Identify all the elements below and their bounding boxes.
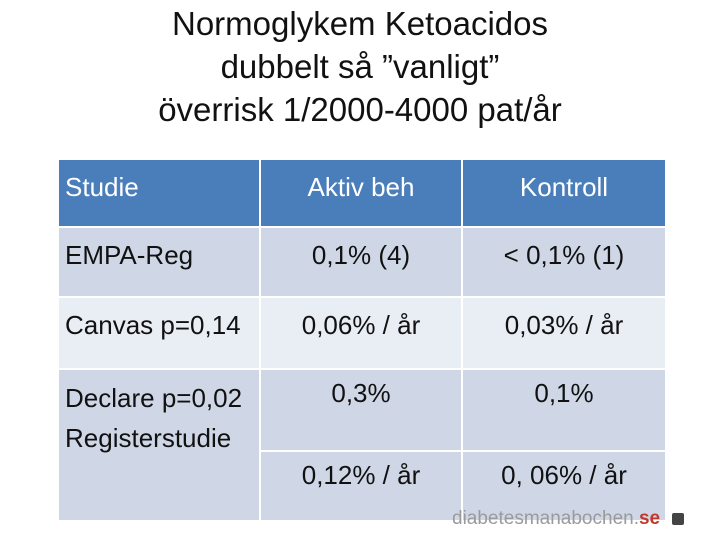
table-header-row: Studie Aktiv beh Kontroll xyxy=(57,158,667,228)
table-row: Declare p=0,02 Registerstudie 0,3% 0,1% xyxy=(57,368,667,522)
title-line-2: dubbelt så ”vanligt” xyxy=(220,48,500,85)
header-cell-kontroll: Kontroll xyxy=(461,158,667,228)
table-cell: Canvas p=0,14 xyxy=(57,296,261,370)
watermark-accent: se xyxy=(638,508,661,529)
table-cell: EMPA-Reg xyxy=(57,226,261,298)
table-cell: 0,06% / år xyxy=(259,296,463,370)
title-line-1: Normoglykem Ketoacidos xyxy=(172,5,548,42)
watermark: diabetesmanabochen.se xyxy=(452,508,685,530)
title-line-3: överrisk 1/2000-4000 pat/år xyxy=(158,91,562,128)
watermark-text: diabetesmanabochen. xyxy=(452,508,639,529)
table-cell: 0,12% / år xyxy=(259,450,463,522)
table-row: Canvas p=0,14 0,06% / år 0,03% / år xyxy=(57,296,667,370)
table-cell: 0,3% xyxy=(259,368,463,452)
table-cell: 0, 06% / år xyxy=(461,450,667,522)
slide-title: Normoglykem Ketoacidos dubbelt så ”vanli… xyxy=(0,2,720,131)
header-cell-aktiv-beh: Aktiv beh xyxy=(259,158,463,228)
ketoacidosis-table: Studie Aktiv beh Kontroll EMPA-Reg 0,1% … xyxy=(57,158,667,522)
table-row: 0,12% / år 0, 06% / år xyxy=(58,450,667,522)
header-cell-studie: Studie xyxy=(57,158,261,228)
table-cell: 0,03% / år xyxy=(461,296,667,370)
table-row: EMPA-Reg 0,1% (4) < 0,1% (1) xyxy=(57,226,667,298)
logo-icon xyxy=(672,512,685,525)
table-cell: 0,1% xyxy=(461,368,667,452)
table-cell: 0,1% (4) xyxy=(259,226,463,298)
table-cell: Declare p=0,02 Registerstudie xyxy=(57,368,261,522)
table-cell: < 0,1% (1) xyxy=(461,226,667,298)
